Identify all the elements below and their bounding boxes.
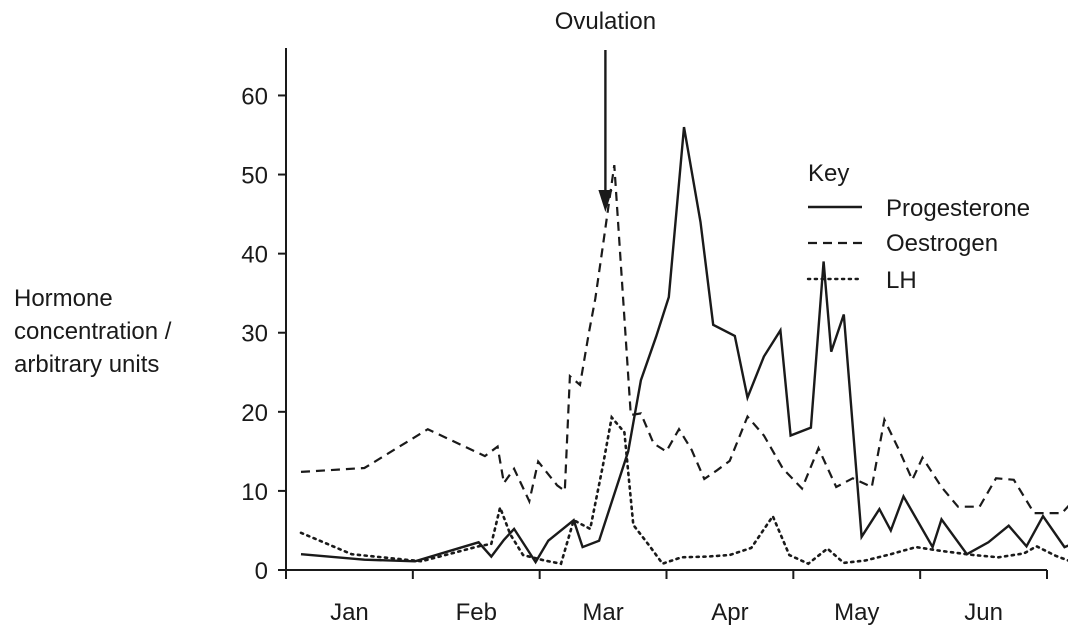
- y-tick-label: 30: [241, 321, 268, 348]
- series-line-lh: [299, 414, 1068, 566]
- y-tick-label: 50: [241, 163, 268, 190]
- y-axis-label-line: Hormone: [14, 285, 113, 312]
- y-axis-label: Hormone concentration / arbitrary units: [14, 282, 171, 381]
- ovulation-annotation: Ovulation: [555, 8, 656, 212]
- x-tick-label: May: [834, 599, 879, 626]
- y-axis-label-line: concentration /: [14, 318, 172, 345]
- legend-label-lh: LH: [886, 267, 917, 294]
- y-tick-label: 0: [255, 558, 268, 585]
- x-tick-label: Apr: [711, 599, 748, 626]
- y-axis: 0 10 20 30 40 50 60: [241, 48, 287, 585]
- x-tick-label: Mar: [582, 599, 623, 626]
- legend-title: Key: [808, 160, 849, 187]
- series-line-oestrogen: [300, 164, 1068, 515]
- legend: Key Progesterone Oestrogen LH: [806, 160, 1030, 294]
- x-tick-label: Feb: [456, 599, 497, 626]
- x-axis: Jan Feb Mar Apr May Jun: [285, 569, 1048, 626]
- ovulation-label: Ovulation: [555, 8, 656, 35]
- legend-label-oestrogen: Oestrogen: [886, 230, 998, 257]
- ovulation-arrow-head: [598, 190, 613, 212]
- y-tick-label: 10: [241, 479, 268, 506]
- y-tick-label: 60: [241, 83, 268, 110]
- x-tick-label: Jan: [330, 599, 369, 626]
- y-tick-label: 20: [241, 400, 268, 427]
- legend-label-progesterone: Progesterone: [886, 195, 1030, 222]
- y-axis-label-line: arbitrary units: [14, 351, 160, 378]
- series-line-progesterone: [300, 126, 1068, 565]
- series-layer: [299, 126, 1068, 566]
- x-tick-label: Jun: [964, 599, 1003, 626]
- y-tick-label: 40: [241, 242, 268, 269]
